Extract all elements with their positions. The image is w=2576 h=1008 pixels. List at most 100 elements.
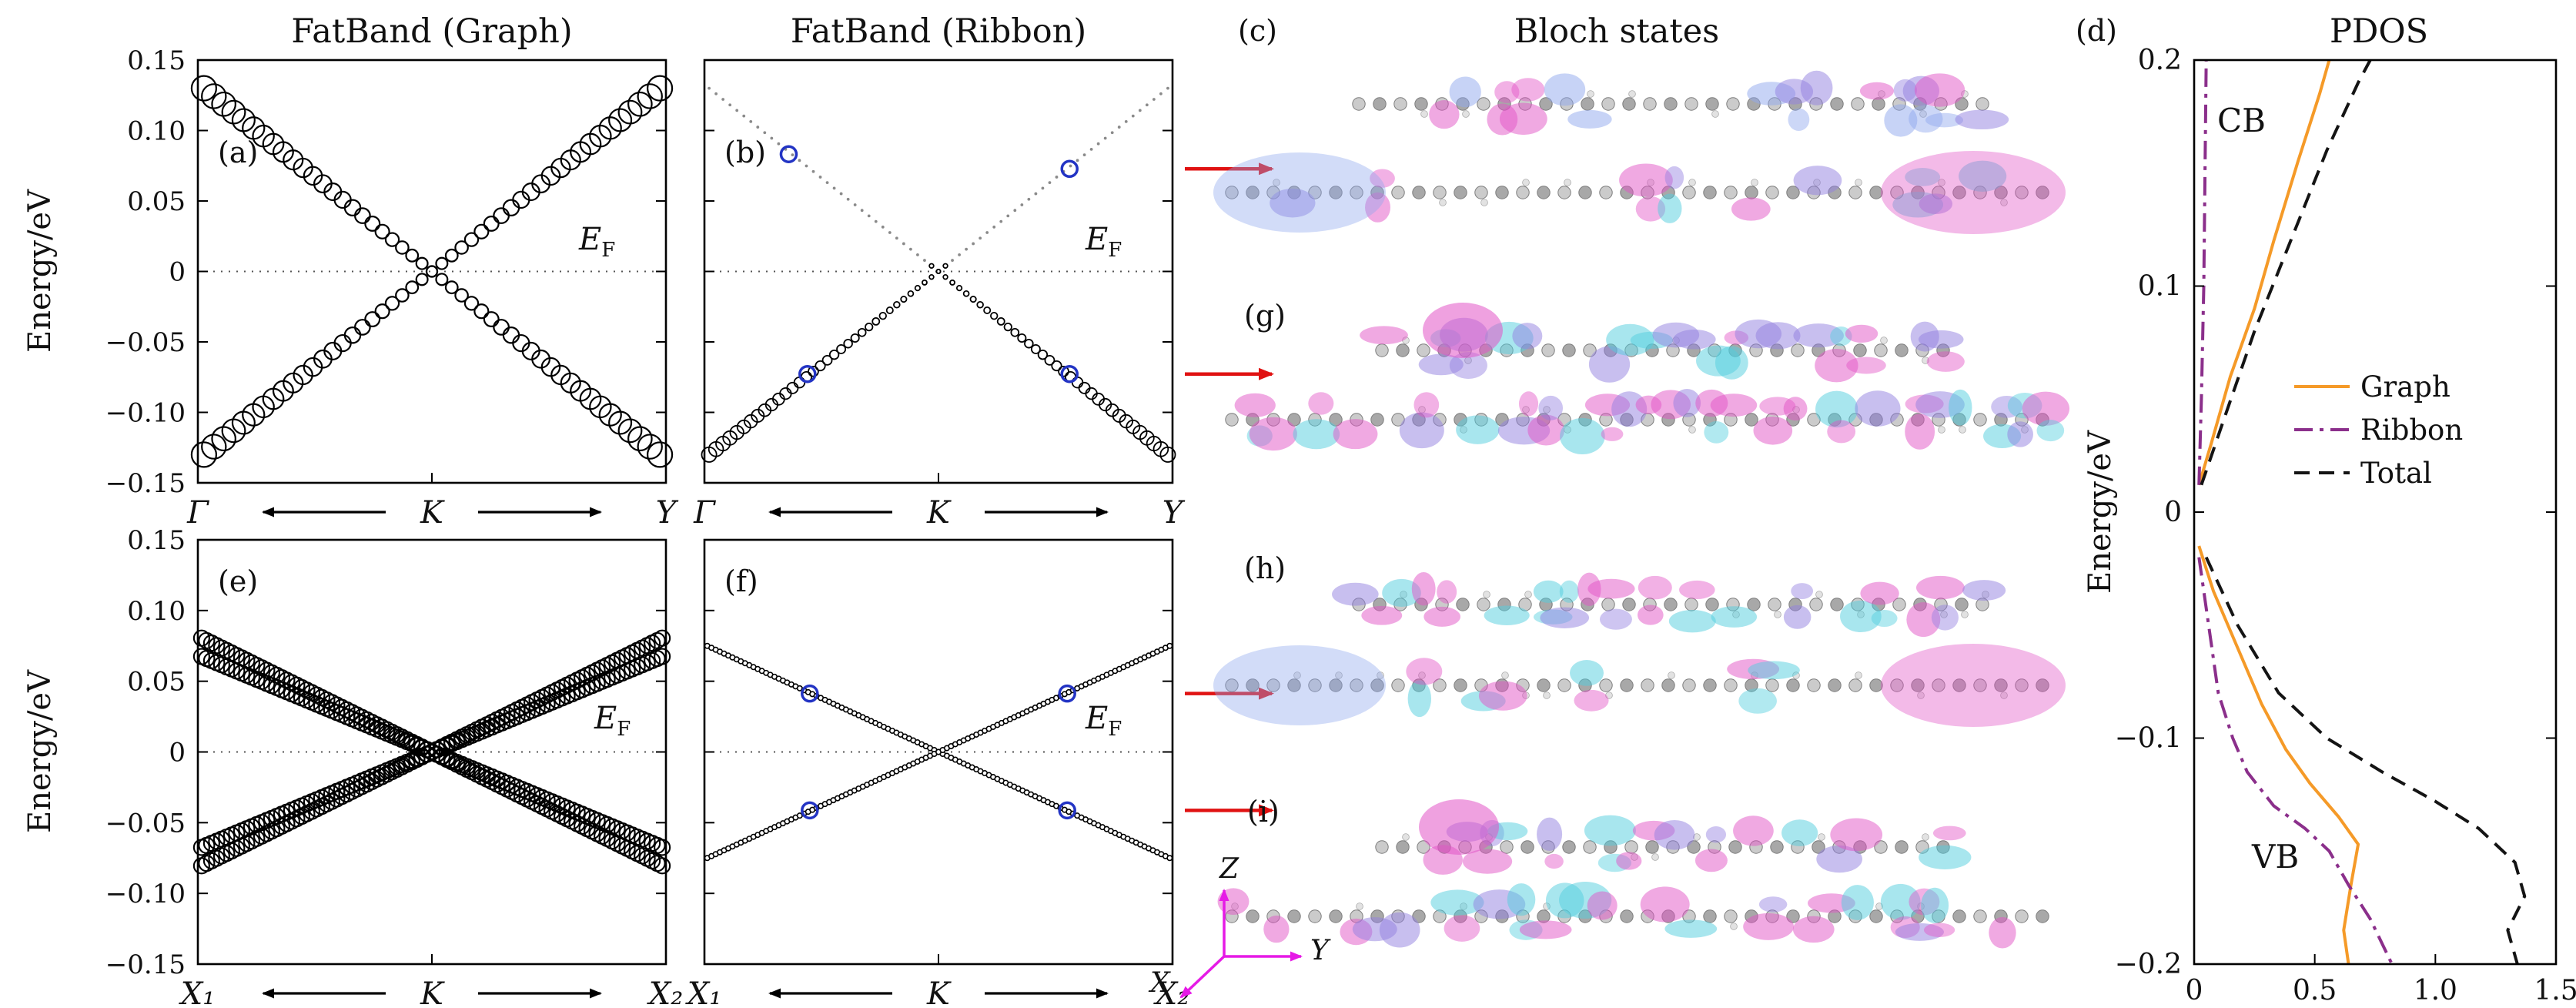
atom: [1703, 909, 1717, 923]
fermi-symbol: E: [1086, 701, 1109, 736]
isosurface-blob: [1462, 849, 1513, 874]
band-point: [798, 159, 801, 162]
band-point: [1003, 322, 1012, 332]
hydrogen-atom: [1922, 833, 1929, 841]
atom: [1583, 343, 1597, 357]
band-point: [962, 290, 970, 297]
atom: [1414, 97, 1428, 111]
x-tick-label: 0: [2186, 975, 2203, 1006]
atom: [1830, 598, 1844, 611]
band-point: [1037, 349, 1049, 360]
isosurface-blob: [1991, 395, 2022, 418]
band-point: [1166, 86, 1169, 90]
isosurface-blob: [1704, 421, 1729, 444]
atom: [1350, 186, 1363, 199]
band-point: [364, 215, 381, 232]
highlighted-state: [798, 364, 817, 383]
band-point: [211, 426, 236, 452]
band-point: [444, 280, 459, 295]
fermi-subscript: F: [601, 239, 616, 262]
isosurface-blob: [1673, 329, 1716, 350]
axis-x-label: X: [1150, 967, 1170, 999]
atom: [1329, 909, 1343, 923]
band-point: [1024, 338, 1034, 349]
isosurface-blob: [1827, 420, 1856, 444]
fermi-symbol: E: [594, 701, 617, 736]
y-tick-label: 0.10: [127, 596, 186, 627]
isosurface-blob: [1959, 160, 2007, 192]
hydrogen-atom: [1688, 179, 1696, 186]
atom: [1583, 840, 1597, 854]
band-panel-a: 0.15 0.10 0.05 0 −0.05 −0.10 −0.15Γ K Y: [105, 45, 679, 531]
hydrogen-atom: [1751, 179, 1758, 186]
molecule-chain-i-1: [1217, 881, 2049, 949]
atom: [1225, 413, 1239, 427]
band-point: [902, 242, 905, 246]
band-point: [1034, 192, 1038, 196]
atom: [1724, 678, 1738, 692]
fermi-subscript: F: [617, 718, 631, 741]
isosurface-blob: [1533, 580, 1564, 603]
isosurface-blob: [1914, 73, 1965, 107]
isosurface-blob: [1815, 390, 1858, 428]
isosurface-blob: [1382, 578, 1421, 608]
molecule-chain-c-0: [1352, 70, 2009, 137]
isosurface-blob: [1753, 416, 1793, 445]
band-point: [384, 296, 400, 311]
hydrogen-atom: [1730, 923, 1738, 930]
atom: [1578, 186, 1592, 199]
hydrogen-atom: [2000, 692, 2008, 699]
isosurface-blob: [1800, 70, 1833, 105]
y-tick-label: −0.10: [105, 398, 186, 429]
atom: [1308, 678, 1322, 692]
isosurface-blob: [1544, 853, 1564, 869]
molecule-chain-g-0: [1360, 303, 1965, 383]
atom: [1703, 186, 1717, 199]
band-point: [958, 253, 961, 256]
atom: [1246, 678, 1260, 692]
band-point: [654, 839, 671, 856]
atom: [1892, 598, 1906, 611]
pdos-curve-total-cb: [2200, 59, 2372, 486]
atom: [1396, 343, 1410, 357]
atom: [1287, 678, 1301, 692]
x-tick-label: K: [420, 976, 445, 1008]
x-tick-label: X₁: [685, 976, 722, 1008]
hydrogen-atom: [1420, 110, 1428, 118]
atom: [1955, 598, 1969, 611]
molecule-chain-g-1: [1225, 389, 2070, 454]
band-point: [922, 279, 928, 286]
isosurface-blob: [1332, 582, 1379, 606]
band-point: [881, 225, 885, 229]
hydrogen-atom: [1293, 671, 1301, 679]
isosurface-blob: [1640, 886, 1690, 923]
hydrogen-atom: [1273, 179, 1280, 186]
atom: [1703, 678, 1717, 692]
atom: [1370, 678, 1384, 692]
atom: [1454, 678, 1467, 692]
isosurface-blob: [1574, 689, 1609, 712]
band-point: [1055, 176, 1059, 179]
molecule-chain-h-0: [1332, 571, 2006, 638]
isosurface-blob: [1710, 393, 1758, 417]
atom: [1890, 678, 1904, 692]
isosurface-blob: [1619, 163, 1673, 197]
band-point: [1082, 153, 1086, 157]
x-tick-label: 1.5: [2534, 975, 2576, 1006]
band-point: [654, 648, 671, 665]
isosurface-blob: [1637, 604, 1664, 625]
coordinate-triad: [1179, 889, 1303, 999]
band-point: [1041, 186, 1045, 190]
isosurface-blob: [1333, 419, 1378, 450]
conduction-band-label: CB: [2217, 102, 2266, 139]
atom: [1433, 186, 1447, 199]
band-point: [871, 316, 881, 326]
atom: [1433, 678, 1447, 692]
atom: [1581, 97, 1594, 111]
isosurface-blob: [1635, 196, 1666, 222]
hydrogen-atom: [1483, 591, 1490, 598]
atom: [1375, 840, 1389, 854]
atom: [1682, 186, 1696, 199]
band-point: [1096, 142, 1100, 146]
band-point: [888, 231, 892, 234]
